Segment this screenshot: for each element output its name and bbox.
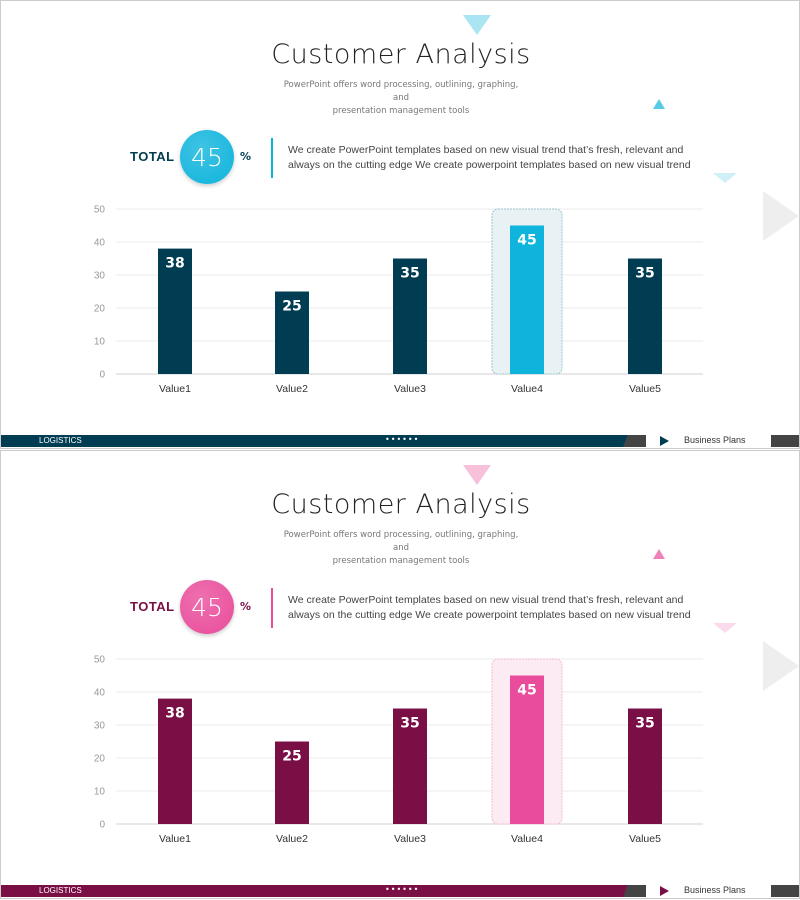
slide-subtitle: PowerPoint offers word processing, outli…	[281, 529, 521, 568]
divider	[271, 588, 273, 628]
bar-value1	[158, 248, 192, 374]
decor-triangle	[463, 15, 491, 35]
data-label: 35	[635, 716, 654, 732]
footer-block	[771, 885, 799, 897]
play-triangle-icon	[660, 436, 669, 446]
footer: LOGISTICS •••••• Business Plans	[1, 885, 799, 897]
subtitle-line: presentation management tools	[332, 106, 470, 116]
x-tick-label: Value3	[394, 833, 426, 845]
data-label: 35	[400, 266, 419, 282]
slide-title: Customer Analysis	[271, 39, 531, 70]
x-tick-label: Value1	[159, 383, 191, 395]
y-tick-label: 0	[99, 820, 105, 831]
slide-1: Customer Analysis PowerPoint offers word…	[0, 0, 800, 449]
y-tick-label: 10	[94, 787, 106, 798]
description: We create PowerPoint templates based on …	[288, 143, 708, 173]
x-tick-label: Value5	[629, 383, 661, 395]
total-label: TOTAL	[130, 599, 175, 614]
slide-subtitle: PowerPoint offers word processing, outli…	[281, 79, 521, 118]
bar-chart: 0 10 20 30 40 50 38 Value1 25 Value2 35 Value3 45 Val…	[94, 205, 703, 395]
bar-value2	[275, 291, 309, 374]
footer-label: LOGISTICS	[39, 436, 82, 445]
bar-value4	[510, 225, 544, 374]
footer-accent	[623, 885, 646, 897]
data-label: 45	[517, 233, 536, 249]
x-tick-label: Value5	[629, 833, 661, 845]
footer-dots: ••••••	[385, 885, 420, 894]
y-tick-label: 10	[94, 337, 106, 348]
y-tick-label: 20	[94, 304, 106, 315]
footer: LOGISTICS •••••• Business Plans	[1, 435, 799, 447]
decor-triangle	[653, 99, 665, 109]
decor-triangle	[763, 641, 799, 691]
description-line: always on the cutting edge We create pow…	[288, 159, 691, 171]
y-tick-label: 30	[94, 721, 106, 732]
decor-triangle	[713, 173, 737, 183]
y-tick-label: 50	[94, 655, 106, 666]
total-label: TOTAL	[130, 149, 175, 164]
x-tick-label: Value3	[394, 383, 426, 395]
footer-block	[771, 435, 799, 447]
y-tick-label: 40	[94, 688, 106, 699]
y-tick-label: 0	[99, 370, 105, 381]
slide-title: Customer Analysis	[271, 489, 531, 520]
subtitle-line: PowerPoint offers word processing, outli…	[283, 80, 519, 103]
footer-bar	[1, 435, 641, 447]
decor-triangle	[713, 623, 737, 633]
data-label: 38	[165, 706, 184, 722]
footer-business-plans: Business Plans	[684, 435, 746, 445]
decor-triangle	[463, 465, 491, 485]
y-tick-label: 20	[94, 754, 106, 765]
x-tick-label: Value2	[276, 383, 308, 395]
bar-value4	[510, 675, 544, 824]
subtitle-line: PowerPoint offers word processing, outli…	[283, 530, 519, 553]
data-label: 45	[517, 683, 536, 699]
footer-bar	[1, 885, 641, 897]
slide-2: Customer Analysis PowerPoint offers word…	[0, 450, 800, 899]
data-label: 38	[165, 256, 184, 272]
bar-value2	[275, 741, 309, 824]
y-tick-label: 50	[94, 205, 106, 216]
total-unit: %	[240, 150, 252, 163]
bar-value1	[158, 698, 192, 824]
total-value-circle: 45	[180, 130, 234, 184]
x-tick-label: Value1	[159, 833, 191, 845]
data-label: 35	[400, 716, 419, 732]
description-line: We create PowerPoint templates based on …	[288, 144, 684, 156]
y-tick-label: 40	[94, 238, 106, 249]
footer-dots: ••••••	[385, 435, 420, 444]
bar-value3	[393, 258, 427, 374]
description: We create PowerPoint templates based on …	[288, 593, 708, 623]
data-label: 35	[635, 266, 654, 282]
data-label: 25	[282, 299, 301, 315]
x-tick-label: Value4	[511, 833, 543, 845]
total-unit: %	[240, 600, 252, 613]
bar-value5	[628, 258, 662, 374]
y-tick-label: 30	[94, 271, 106, 282]
bar-value3	[393, 708, 427, 824]
decor-triangle	[653, 549, 665, 559]
bar-value5	[628, 708, 662, 824]
footer-business-plans: Business Plans	[684, 885, 746, 895]
total-value-circle: 45	[180, 580, 234, 634]
description-line: always on the cutting edge We create pow…	[288, 609, 691, 621]
bar-chart: 0 10 20 30 40 50 38 Value1 25 Value2 35 Value3 45 Val…	[94, 655, 703, 845]
x-tick-label: Value2	[276, 833, 308, 845]
footer-label: LOGISTICS	[39, 886, 82, 895]
data-label: 25	[282, 749, 301, 765]
play-triangle-icon	[660, 886, 669, 896]
subtitle-line: presentation management tools	[332, 556, 470, 566]
divider	[271, 138, 273, 178]
x-tick-label: Value4	[511, 383, 543, 395]
footer-accent	[623, 435, 646, 447]
decor-triangle	[763, 191, 799, 241]
description-line: We create PowerPoint templates based on …	[288, 594, 684, 606]
